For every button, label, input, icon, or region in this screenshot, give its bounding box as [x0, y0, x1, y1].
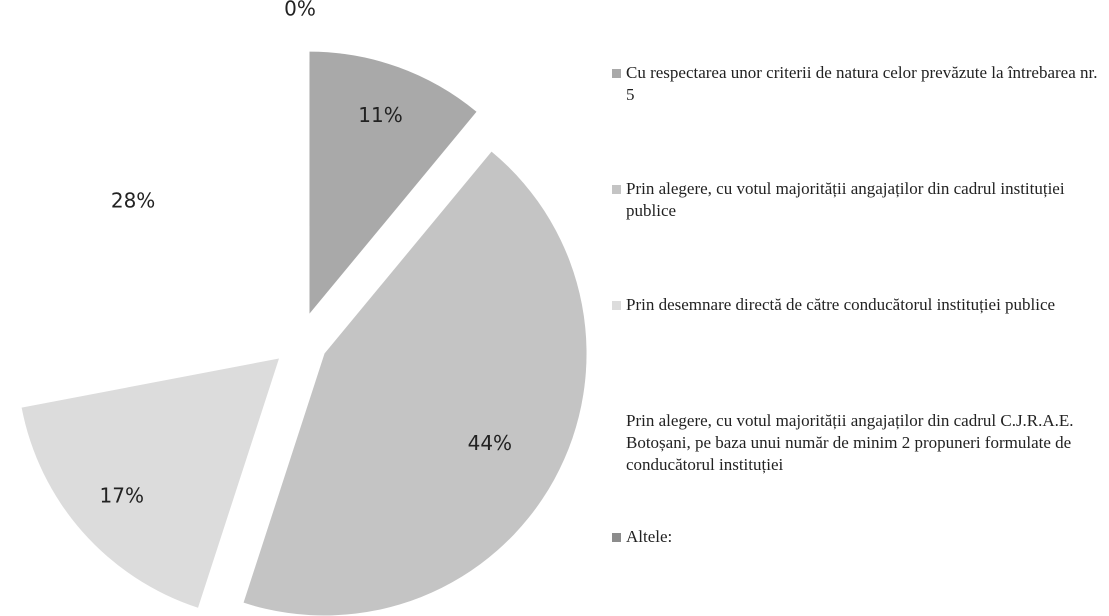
- legend-label: Cu respectarea unor criterii de natura c…: [626, 63, 1098, 104]
- pie-chart: 11% 44% 17% 28% 0%: [16, 0, 587, 616]
- pie-slice: [309, 51, 477, 314]
- legend-item: Prin alegere, cu votul majorității angaj…: [612, 410, 1102, 526]
- data-label: 11%: [358, 103, 402, 127]
- legend-item: Altele:: [612, 526, 1102, 556]
- pie-slice: [16, 60, 279, 372]
- legend-label: Altele:: [626, 527, 673, 546]
- data-label: 17%: [100, 484, 144, 508]
- legend-item: Prin desemnare directă de către conducăt…: [612, 294, 1102, 410]
- legend-label: Prin alegere, cu votul majorității angaj…: [626, 179, 1065, 220]
- legend-swatch: [612, 301, 621, 310]
- legend-item: Prin alegere, cu votul majorității angaj…: [612, 178, 1102, 294]
- legend-label: Prin desemnare directă de către conducăt…: [626, 295, 1056, 314]
- legend: Cu respectarea unor criterii de natura c…: [612, 62, 1102, 556]
- data-label: 44%: [468, 431, 512, 455]
- pie-slice: [21, 358, 279, 608]
- legend-swatch: [612, 533, 621, 542]
- pie-slice: [243, 151, 587, 616]
- legend-swatch: [612, 417, 621, 426]
- legend-swatch: [612, 69, 621, 78]
- legend-item: Cu respectarea unor criterii de natura c…: [612, 62, 1102, 178]
- data-label: 28%: [111, 188, 155, 212]
- legend-swatch: [612, 185, 621, 194]
- legend-label: Prin alegere, cu votul majorității angaj…: [626, 411, 1074, 474]
- data-label: 0%: [284, 0, 316, 21]
